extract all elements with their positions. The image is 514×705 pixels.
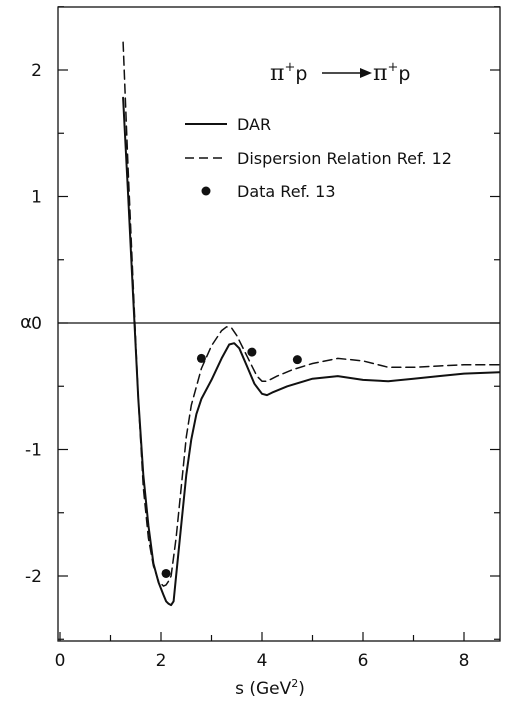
svg-text:π+p: π+p (373, 60, 410, 86)
y-tick-label: 0 (31, 314, 42, 334)
x-axis-label: s (GeV2) (235, 677, 305, 699)
x-tick-label: 4 (257, 651, 268, 671)
dispersion-curve (122, 41, 501, 587)
reaction-arrowhead (360, 68, 372, 78)
x-tick-label: 2 (156, 651, 167, 671)
y-tick-label: 2 (31, 61, 42, 81)
y-tick-label: -2 (25, 567, 42, 587)
ticks-layer: 0 2 4 6 8 -2 -1 0 1 2 (25, 6, 500, 671)
x-tick-label: 8 (459, 651, 470, 671)
y-tick-label: -1 (25, 441, 42, 461)
data-point (247, 347, 257, 357)
legend-label-dar: DAR (237, 115, 271, 134)
dar-curve (122, 96, 501, 607)
y-tick-label: 1 (31, 188, 42, 208)
data-point (161, 568, 171, 578)
data-point (292, 355, 302, 365)
y-axis-label: α (20, 312, 32, 333)
data-point (196, 353, 206, 363)
x-tick-label: 0 (55, 651, 66, 671)
reaction-annotation: π+p π+p (270, 60, 410, 86)
legend-marker-data (201, 186, 211, 196)
legend-label-data: Data Ref. 13 (237, 182, 336, 201)
curves-layer (122, 41, 501, 607)
legend-label-dispersion: Dispersion Relation Ref. 12 (237, 149, 452, 168)
x-tick-label: 6 (358, 651, 369, 671)
plot-frame (57, 6, 501, 642)
svg-text:π+p: π+p (270, 60, 307, 86)
legend: DAR Dispersion Relation Ref. 12 Data Ref… (185, 115, 452, 201)
